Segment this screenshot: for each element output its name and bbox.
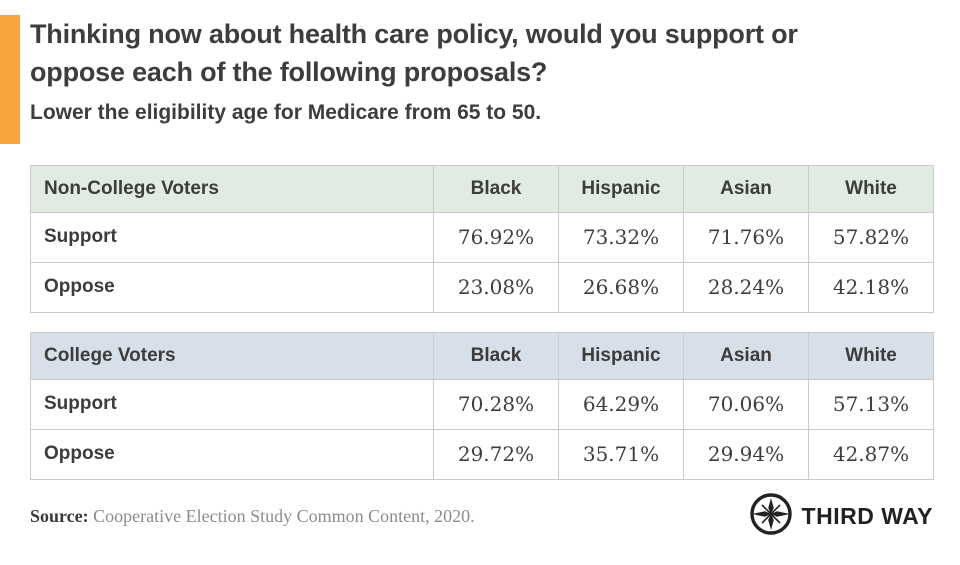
column-header-hispanic: Hispanic — [558, 331, 684, 380]
accent-bar — [0, 15, 20, 144]
page: Thinking now about health care policy, w… — [0, 15, 960, 541]
column-header-white: White — [808, 164, 934, 213]
cell-value: 57.13% — [808, 378, 934, 430]
footer: Source: Cooperative Election Study Commo… — [30, 492, 933, 541]
cell-value: 29.72% — [433, 428, 559, 480]
cell-value: 71.76% — [683, 211, 809, 263]
college-voters-table: College Voters Black Hispanic Asian Whit… — [30, 331, 934, 480]
title-line-2: oppose each of the following proposals? — [30, 57, 548, 88]
group-label: Non-College Voters — [30, 164, 434, 213]
cell-value: 76.92% — [433, 211, 559, 263]
row-label: Oppose — [30, 428, 434, 480]
table-row-oppose: Oppose 29.72% 35.71% 29.94% 42.87% — [30, 428, 934, 480]
title-line-1: Thinking now about health care policy, w… — [30, 19, 798, 49]
cell-value: 42.18% — [808, 261, 934, 313]
logo-text: THIRD WAY — [801, 502, 933, 529]
table-header-row: Non-College Voters Black Hispanic Asian … — [30, 164, 934, 213]
page-subtitle: Lower the eligibility age for Medicare f… — [30, 100, 542, 124]
column-header-asian: Asian — [683, 164, 809, 213]
table-header-row: College Voters Black Hispanic Asian Whit… — [30, 331, 934, 380]
cell-value: 26.68% — [558, 261, 684, 313]
non-college-voters-table: Non-College Voters Black Hispanic Asian … — [30, 164, 934, 313]
source-line: Source: Cooperative Election Study Commo… — [30, 506, 475, 527]
cell-value: 35.71% — [558, 428, 684, 480]
third-way-logo: THIRD WAY — [749, 492, 933, 541]
column-header-black: Black — [433, 164, 559, 213]
group-label: College Voters — [30, 331, 434, 380]
cell-value: 70.28% — [433, 378, 559, 430]
table-row-support: Support 76.92% 73.32% 71.76% 57.82% — [30, 211, 934, 263]
table-row-oppose: Oppose 23.08% 26.68% 28.24% 42.18% — [30, 261, 934, 313]
cell-value: 29.94% — [683, 428, 809, 480]
cell-value: 73.32% — [558, 211, 684, 263]
cell-value: 28.24% — [683, 261, 809, 313]
table-row-support: Support 70.28% 64.29% 70.06% 57.13% — [30, 378, 934, 430]
page-title: Thinking now about health care policy, w… — [30, 15, 933, 92]
source-text: Cooperative Election Study Common Conten… — [88, 505, 475, 526]
column-header-asian: Asian — [683, 331, 809, 380]
cell-value: 42.87% — [808, 428, 934, 480]
cell-value: 23.08% — [433, 261, 559, 313]
cell-value: 70.06% — [683, 378, 809, 430]
row-label: Support — [30, 211, 434, 263]
column-header-black: Black — [433, 331, 559, 380]
compass-star-icon — [749, 492, 793, 541]
cell-value: 57.82% — [808, 211, 934, 263]
source-label: Source: — [30, 505, 89, 526]
row-label: Oppose — [30, 261, 434, 313]
column-header-hispanic: Hispanic — [558, 164, 684, 213]
row-label: Support — [30, 378, 434, 430]
cell-value: 64.29% — [558, 378, 684, 430]
column-header-white: White — [808, 331, 934, 380]
